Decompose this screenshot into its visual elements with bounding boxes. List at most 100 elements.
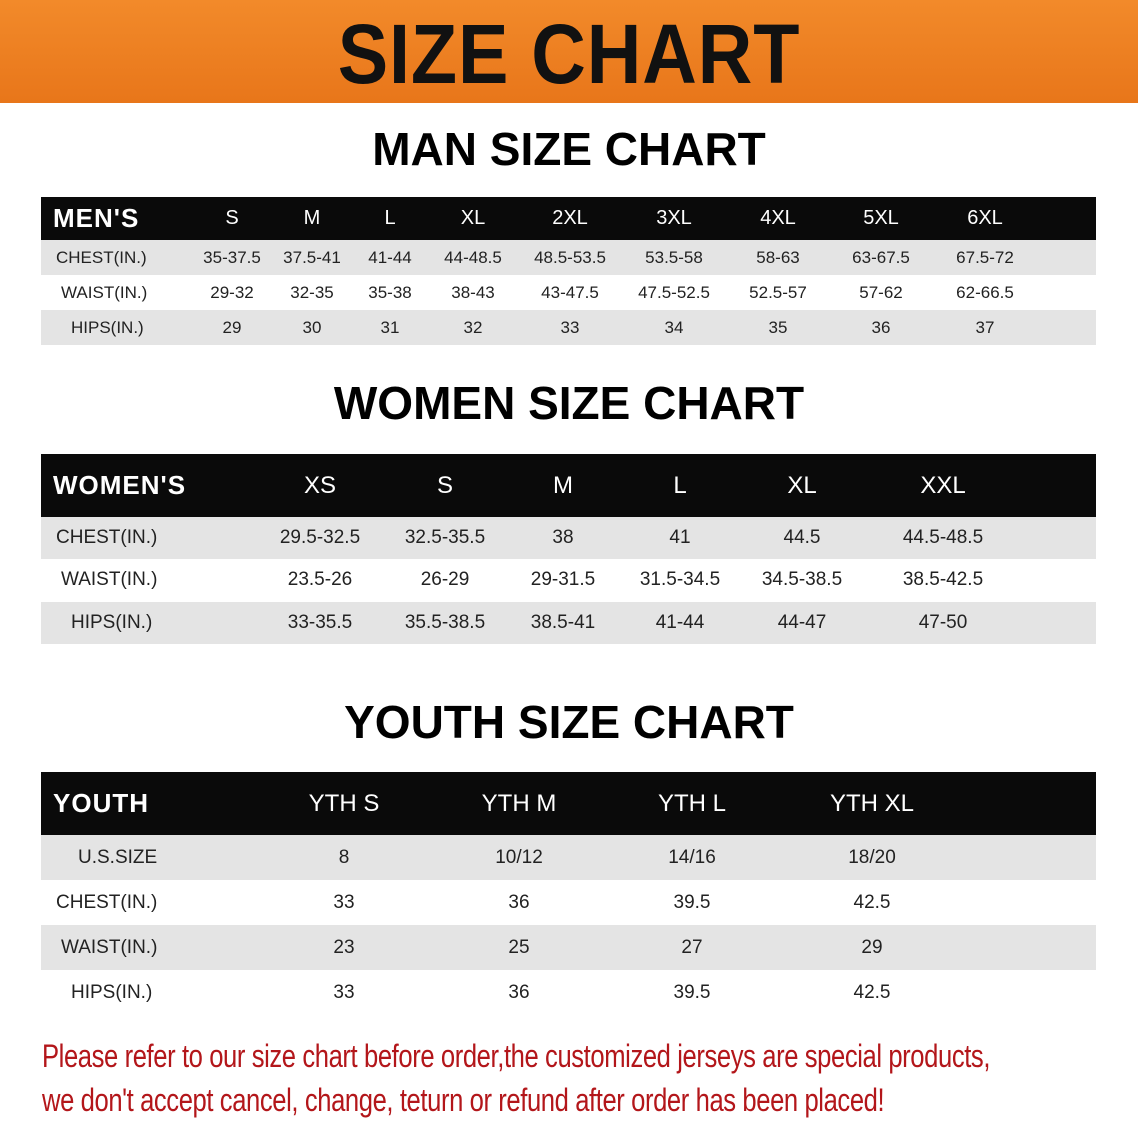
table-cell: 33-35.5 [287,611,353,633]
table-cell: 43-47.5 [541,282,599,302]
table-cell: 14/16 [668,846,716,868]
table-cell: 47-50 [918,611,968,633]
table-cell: 38.5-42.5 [902,569,984,591]
size-header: 5XL [863,207,899,229]
table-cell: 33 [333,891,355,913]
table-header-label: MEN'S [53,203,140,233]
page-title: SIZE CHART [337,7,801,101]
size-header: M [303,207,321,229]
table-cell: 44.5-48.5 [902,527,984,549]
table-cell: 44-47 [777,611,827,633]
table-cell: 32 [463,317,483,337]
size-header: YTH S [308,789,380,817]
table-cell: 34 [664,317,684,337]
table-cell: 38-43 [451,282,495,302]
table-cell: 42.5 [853,891,891,913]
table-row: HIPS(IN.) 29 30 31 32 33 34 35 36 37 [41,310,1096,345]
table-cell: 32.5-35.5 [404,527,486,549]
table-header-label: WOMEN'S [53,470,187,500]
table-cell: 30 [302,317,322,337]
table-row: WAIST(IN.) 29-32 32-35 35-38 38-43 43-47.5 47.… [41,275,1096,310]
row-label: HIPS(IN.) [71,981,153,1003]
table-cell: 29 [222,317,242,337]
youth-section-title: YOUTH SIZE CHART [344,696,794,748]
table-header-label: YOUTH [53,788,149,818]
men-header-row: MEN'S S M L XL 2XL 3XL 4XL 5XL 6XL [41,197,1096,240]
table-cell: 31 [380,317,400,337]
table-cell: 35-38 [368,282,412,302]
table-cell: 26-29 [420,569,470,591]
table-cell: 44-48.5 [444,247,502,267]
size-header: 4XL [760,207,796,229]
table-row: WAIST(IN.) 23 25 27 29 [41,925,1096,970]
size-header: XL [460,207,486,229]
table-cell: 10/12 [495,846,543,868]
table-cell: 18/20 [848,846,896,868]
table-cell: 37 [975,317,995,337]
table-row: CHEST(IN.) 33 36 39.5 42.5 [41,880,1096,925]
table-row: CHEST(IN.) 35-37.5 37.5-41 41-44 44-48.5 48.5… [41,240,1096,275]
size-header: L [673,471,687,499]
table-cell: 32-35 [290,282,334,302]
table-cell: 23 [333,936,355,958]
table-cell: 33 [560,317,580,337]
row-label: HIPS(IN.) [71,317,144,337]
table-row: HIPS(IN.) 33-35.5 35.5-38.5 38.5-41 41-44 44-… [41,601,1096,644]
table-cell: 8 [338,846,350,868]
table-cell: 29.5-32.5 [279,527,361,549]
row-label: CHEST(IN.) [56,527,158,549]
men-size-table: MEN'S S M L XL 2XL 3XL 4XL 5XL 6XL CHEST(IN.) 35-37… [41,197,1096,345]
table-cell: 31.5-34.5 [639,569,721,591]
size-chart-banner: SIZE CHART [0,0,1138,103]
table-row: CHEST(IN.) 29.5-32.5 32.5-35.5 38 41 44.5 44.5… [41,517,1096,560]
row-label: CHEST(IN.) [56,891,158,913]
table-cell: 52.5-57 [749,282,807,302]
women-section-title: WOMEN SIZE CHART [333,377,805,429]
table-cell: 42.5 [853,981,891,1003]
size-header: 6XL [967,207,1003,229]
size-header: S [436,471,454,499]
row-label: U.S.SIZE [78,846,158,868]
notice-line-1: Please refer to our size chart before or… [42,1038,991,1074]
table-cell: 41-44 [368,247,412,267]
table-cell: 39.5 [673,981,711,1003]
table-cell: 41 [669,527,691,549]
men-section-title: MAN SIZE CHART [372,123,766,175]
row-label: WAIST(IN.) [61,569,158,591]
size-header: 3XL [656,207,692,229]
table-cell: 67.5-72 [956,247,1014,267]
size-header: XL [787,471,817,499]
women-header-row: WOMEN'S XS S M L XL XXL [41,454,1096,517]
table-cell: 25 [508,936,530,958]
table-cell: 36 [871,317,891,337]
row-label: CHEST(IN.) [56,247,147,267]
row-label: WAIST(IN.) [61,936,158,958]
table-cell: 63-67.5 [852,247,910,267]
table-cell: 23.5-26 [287,569,353,591]
size-header: S [225,207,239,229]
table-cell: 38.5-41 [530,611,596,633]
youth-header-row: YOUTH YTH S YTH M YTH L YTH XL [41,772,1096,835]
table-cell: 29-31.5 [530,569,596,591]
table-cell: 29-32 [210,282,254,302]
row-label: HIPS(IN.) [71,611,153,633]
table-cell: 35-37.5 [203,247,261,267]
table-cell: 62-66.5 [956,282,1014,302]
table-cell: 36 [508,891,530,913]
women-size-table: WOMEN'S XS S M L XL XXL CHEST(IN.) 29.5-32.5 32.5… [41,454,1096,644]
youth-size-table: YOUTH YTH S YTH M YTH L YTH XL U.S.SIZE 8 10/12… [41,772,1096,1015]
notice-line-2: we don't accept cancel, change, teturn o… [42,1082,885,1118]
table-cell: 38 [552,527,574,549]
table-row: HIPS(IN.) 33 36 39.5 42.5 [41,970,1096,1015]
table-cell: 47.5-52.5 [638,282,710,302]
row-label: WAIST(IN.) [61,282,148,302]
table-cell: 53.5-58 [645,247,703,267]
table-cell: 33 [333,981,355,1003]
table-cell: 29 [861,936,883,958]
table-cell: 35.5-38.5 [404,611,486,633]
table-cell: 48.5-53.5 [534,247,606,267]
size-header: L [384,207,396,229]
size-header: 2XL [552,207,588,229]
table-cell: 58-63 [756,247,800,267]
size-header: M [553,471,573,499]
